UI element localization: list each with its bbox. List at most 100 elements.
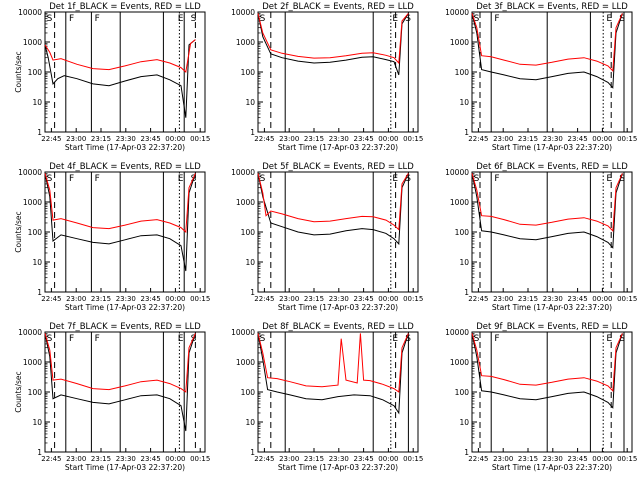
x-tick-label: 22:45 bbox=[41, 295, 61, 303]
y-tick-label: 1000 bbox=[23, 38, 42, 47]
series-lld-line bbox=[257, 173, 409, 231]
y-tick-label: 10 bbox=[459, 418, 469, 427]
x-axis-label: Start Time (17-Apr-03 22:37:20) bbox=[278, 303, 398, 312]
y-tick-label: 100 bbox=[28, 68, 43, 77]
x-tick-label: 23:45 bbox=[141, 455, 161, 463]
event-marker-s: S bbox=[260, 334, 266, 344]
x-tick-label: 23:45 bbox=[568, 295, 588, 303]
x-tick-label: 00:00 bbox=[165, 295, 185, 303]
event-marker-s: S bbox=[474, 334, 480, 344]
y-tick-label: 1000 bbox=[23, 358, 42, 367]
chart-panel-5: Det 5f_BLACK = Events, RED = LLD 1 10 100 10… bbox=[231, 162, 423, 312]
x-tick-label: 23:15 bbox=[518, 135, 538, 143]
y-tick-label: 100 bbox=[455, 228, 470, 237]
series-events-line bbox=[257, 333, 409, 415]
x-tick-label: 00:15 bbox=[190, 135, 210, 143]
x-tick-label: 22:45 bbox=[254, 455, 274, 463]
chart-title: Det 2f_BLACK = Events, RED = LLD bbox=[262, 2, 414, 12]
x-tick-label: 23:30 bbox=[116, 135, 136, 143]
y-tick-label: 10000 bbox=[231, 8, 255, 17]
y-tick-label: 10000 bbox=[18, 328, 42, 337]
x-tick-label: 22:45 bbox=[468, 135, 488, 143]
y-tick-label: 100 bbox=[28, 388, 43, 397]
chart-title: Det 4f_BLACK = Events, RED = LLD bbox=[49, 162, 201, 172]
x-tick-label: 23:15 bbox=[91, 455, 111, 463]
chart-panel-7: Det 7f_BLACK = Events, RED = LLD 1 10 100 10… bbox=[14, 322, 210, 472]
series-lld-line bbox=[44, 39, 196, 73]
event-marker-s: S bbox=[619, 14, 625, 24]
x-tick-label: 23:15 bbox=[518, 295, 538, 303]
event-marker-f: F bbox=[69, 334, 74, 344]
y-tick-label: 100 bbox=[28, 228, 43, 237]
chart-panel-4: Det 4f_BLACK = Events, RED = LLD 1 10 100 10… bbox=[14, 162, 210, 312]
event-marker-f: F bbox=[69, 174, 74, 184]
chart-panel-6: Det 6f_BLACK = Events, RED = LLD 1 10 100 10… bbox=[445, 162, 637, 312]
y-tick-label: 10 bbox=[245, 98, 255, 107]
x-tick-label: 23:30 bbox=[543, 135, 563, 143]
chart-panel-1: Det 1f_BLACK = Events, RED = LLD 1 10 100 10… bbox=[14, 2, 210, 152]
x-tick-label: 23:15 bbox=[304, 135, 324, 143]
event-marker-s: S bbox=[260, 14, 266, 24]
x-tick-label: 22:45 bbox=[254, 295, 274, 303]
x-tick-label: 00:00 bbox=[592, 135, 612, 143]
y-tick-label: 10 bbox=[32, 258, 42, 267]
y-tick-label: 1000 bbox=[450, 198, 469, 207]
y-tick-label: 1 bbox=[250, 288, 255, 297]
x-axis-label: Start Time (17-Apr-03 22:37:20) bbox=[65, 303, 185, 312]
y-tick-label: 1 bbox=[464, 128, 469, 137]
x-tick-label: 23:00 bbox=[493, 135, 513, 143]
x-tick-label: 23:30 bbox=[543, 455, 563, 463]
x-tick-label: 00:00 bbox=[378, 455, 398, 463]
chart-title: Det 6f_BLACK = Events, RED = LLD bbox=[476, 162, 628, 172]
event-marker-s: S bbox=[405, 334, 411, 344]
x-tick-label: 23:45 bbox=[354, 455, 374, 463]
x-tick-label: 23:30 bbox=[543, 295, 563, 303]
x-tick-label: 22:45 bbox=[468, 295, 488, 303]
x-tick-label: 23:45 bbox=[568, 135, 588, 143]
y-tick-label: 1000 bbox=[450, 358, 469, 367]
x-tick-label: 00:15 bbox=[617, 135, 637, 143]
chart-title: Det 5f_BLACK = Events, RED = LLD bbox=[262, 162, 414, 172]
y-tick-label: 10 bbox=[245, 418, 255, 427]
x-tick-label: 23:45 bbox=[141, 295, 161, 303]
plot-frame bbox=[471, 11, 633, 133]
x-tick-label: 23:15 bbox=[304, 295, 324, 303]
y-axis-label: Counts/sec bbox=[14, 371, 23, 412]
plot-frame bbox=[471, 331, 633, 453]
x-tick-label: 23:15 bbox=[91, 135, 111, 143]
event-marker-s: S bbox=[474, 174, 480, 184]
series-lld-line bbox=[257, 333, 409, 393]
series-lld-line bbox=[471, 333, 623, 392]
event-marker-f: F bbox=[95, 334, 100, 344]
x-tick-label: 00:15 bbox=[190, 295, 210, 303]
y-tick-label: 10 bbox=[32, 418, 42, 427]
x-axis-label: Start Time (17-Apr-03 22:37:20) bbox=[65, 463, 185, 472]
plot-frame bbox=[257, 11, 419, 133]
event-marker-s: S bbox=[260, 174, 266, 184]
series-events-line bbox=[471, 333, 623, 409]
series-events-line bbox=[257, 173, 409, 246]
plot-frame bbox=[44, 11, 206, 133]
y-tick-label: 10000 bbox=[18, 168, 42, 177]
chart-panel-2: Det 2f_BLACK = Events, RED = LLD 1 10 100 10… bbox=[231, 2, 423, 152]
x-tick-label: 00:00 bbox=[165, 135, 185, 143]
series-lld-line bbox=[257, 13, 409, 65]
series-events-line bbox=[471, 173, 623, 249]
x-tick-label: 00:00 bbox=[165, 455, 185, 463]
y-tick-label: 10000 bbox=[18, 8, 42, 17]
y-tick-label: 100 bbox=[241, 388, 256, 397]
chart-title: Det 7f_BLACK = Events, RED = LLD bbox=[49, 322, 201, 332]
x-tick-label: 00:00 bbox=[378, 295, 398, 303]
x-tick-label: 22:45 bbox=[254, 135, 274, 143]
plot-frame bbox=[257, 331, 419, 453]
x-tick-label: 22:45 bbox=[468, 455, 488, 463]
y-tick-label: 1 bbox=[464, 448, 469, 457]
y-tick-label: 100 bbox=[455, 388, 470, 397]
y-tick-label: 10000 bbox=[231, 328, 255, 337]
x-axis-label: Start Time (17-Apr-03 22:37:20) bbox=[65, 143, 185, 152]
x-tick-label: 23:00 bbox=[279, 135, 299, 143]
event-marker-f: F bbox=[95, 174, 100, 184]
x-tick-label: 23:45 bbox=[354, 135, 374, 143]
series-lld-line bbox=[44, 173, 196, 234]
x-axis-label: Start Time (17-Apr-03 22:37:20) bbox=[492, 143, 612, 152]
